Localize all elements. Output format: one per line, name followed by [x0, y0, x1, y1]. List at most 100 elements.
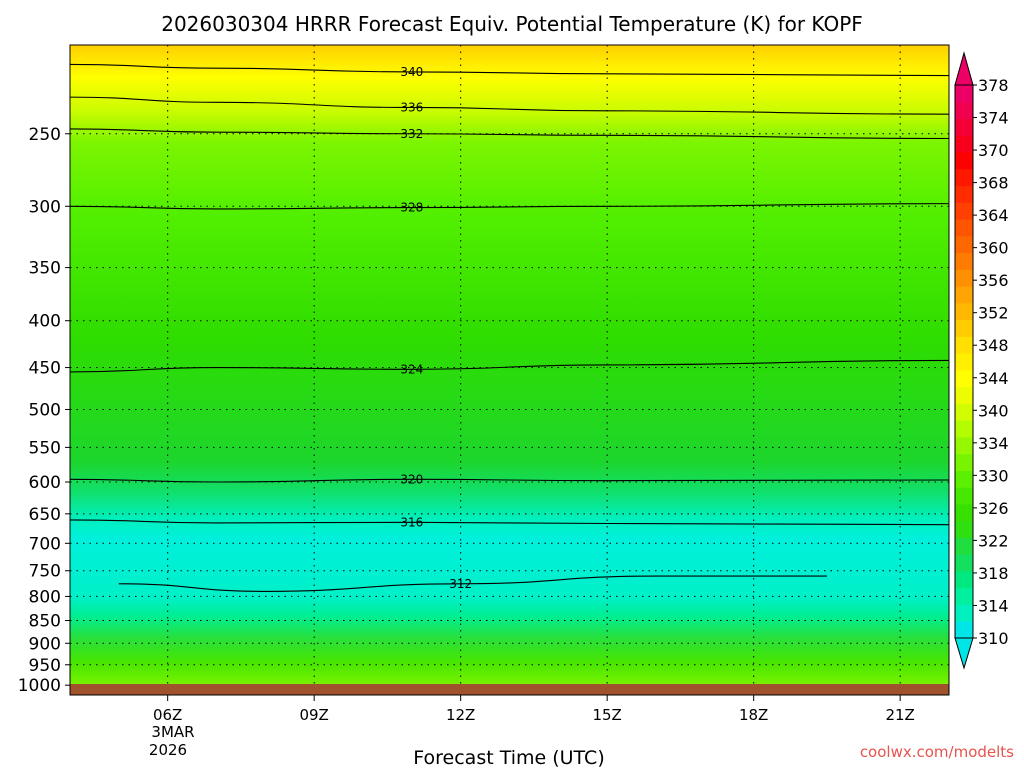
colorbar-swatch	[955, 135, 973, 153]
contour-label: 336	[400, 100, 423, 114]
y-tick-label: 600	[29, 473, 61, 493]
colorbar-swatch	[955, 353, 973, 371]
contour-line-316	[70, 519, 949, 526]
surface-ground	[70, 684, 949, 695]
contour-line-332	[70, 128, 949, 140]
contour-line-340	[70, 63, 949, 77]
colorbar-label: 314	[978, 596, 1009, 615]
colorbar-label: 374	[978, 109, 1009, 128]
colorbar-swatch	[955, 85, 973, 103]
grid-lines	[70, 45, 949, 695]
colorbar-label: 348	[978, 336, 1009, 355]
y-tick-label: 550	[29, 438, 61, 458]
chart-title: 2026030304 HRRR Forecast Equiv. Potentia…	[161, 12, 863, 36]
colorbar-swatch	[955, 436, 973, 455]
plot-frame	[69, 44, 950, 696]
colorbar-swatch	[955, 503, 973, 522]
contour-label: 332	[400, 127, 423, 141]
colorbar-max-arrow	[954, 51, 974, 86]
colorbar-label: 364	[978, 206, 1009, 225]
colorbar-swatch	[955, 336, 973, 354]
contour-line-328	[70, 203, 949, 210]
contour-labels: 340 336 332 328 324 320 316 312	[400, 65, 472, 591]
x-tick-label: 06Z	[153, 706, 182, 724]
x-axis-title: Forecast Time (UTC)	[413, 747, 604, 768]
contour-lines	[70, 63, 949, 592]
colorbar-swatch	[955, 403, 973, 421]
colorbar-label: 378	[978, 76, 1009, 95]
contour-label: 312	[449, 577, 472, 591]
y-axis: 2503003504004505005506006507007508008509…	[18, 125, 70, 696]
contour-label: 316	[400, 515, 423, 529]
colorbar-swatch	[955, 604, 973, 622]
y-tick-label: 500	[29, 400, 61, 420]
contour-label: 320	[400, 472, 423, 486]
date-label-day: 3MAR	[151, 723, 194, 741]
x-axis: 06Z 09Z 12Z 15Z 18Z 21Z	[153, 695, 915, 724]
colorbar-swatch	[955, 185, 973, 203]
x-tick-label: 09Z	[299, 706, 328, 724]
colorbar-swatch	[955, 269, 973, 287]
colorbar-swatch	[955, 235, 973, 254]
colorbar-swatch	[955, 168, 973, 187]
plot-area	[70, 45, 949, 695]
colorbar-swatch	[955, 386, 973, 404]
colorbar-swatch	[955, 319, 973, 337]
colorbar-swatch	[955, 369, 973, 388]
contour-line-312	[118, 575, 827, 592]
colorbar-swatch	[955, 286, 973, 304]
y-tick-label: 650	[29, 505, 61, 525]
contour-line-336	[70, 96, 949, 115]
y-tick-label: 1000	[18, 676, 61, 696]
y-tick-label: 400	[29, 312, 61, 332]
colorbar-swatch	[955, 302, 973, 321]
colorbar-frame	[954, 84, 974, 639]
colorbar-swatch	[955, 621, 973, 639]
y-tick-label: 800	[29, 587, 61, 607]
colorbar: 310 314 318 322 326 330 334 340 344 348 352 356 360 3…	[954, 51, 1009, 670]
contour-label: 328	[400, 201, 423, 215]
colorbar-label: 356	[978, 271, 1009, 290]
colorbar-swatch	[955, 420, 973, 438]
y-tick-label: 850	[29, 612, 61, 632]
contour-line-324	[70, 359, 949, 373]
y-tick-label: 750	[29, 562, 61, 582]
contour-line-320	[70, 478, 949, 483]
colorbar-swatch	[955, 252, 973, 270]
colorbar-swatch	[955, 570, 973, 589]
y-tick-label: 450	[29, 359, 61, 379]
colorbar-label: 310	[978, 629, 1009, 648]
y-tick-label: 900	[29, 634, 61, 654]
colorbar-swatch	[955, 118, 973, 136]
y-tick-label: 950	[29, 656, 61, 676]
field-fill	[70, 45, 949, 695]
y-tick-label: 250	[29, 125, 61, 145]
colorbar-label: 334	[978, 434, 1009, 453]
colorbar-swatch	[955, 487, 973, 505]
colorbar-label: 360	[978, 239, 1009, 258]
colorbar-label: 340	[978, 401, 1009, 420]
colorbar-swatch	[955, 537, 973, 555]
date-label-year: 2026	[149, 741, 187, 759]
colorbar-label: 322	[978, 531, 1009, 550]
x-tick-label: 15Z	[592, 706, 621, 724]
colorbar-label: 368	[978, 174, 1009, 193]
colorbar-swatch	[955, 219, 973, 237]
colorbar-swatch	[955, 587, 973, 605]
colorbar-swatch	[955, 202, 973, 220]
y-tick-label: 700	[29, 534, 61, 554]
colorbar-swatch	[955, 470, 973, 488]
colorbar-swatch	[955, 520, 973, 538]
colorbar-label: 370	[978, 141, 1009, 160]
contour-label: 340	[400, 65, 423, 79]
contour-label: 324	[400, 362, 423, 376]
colorbar-label: 352	[978, 304, 1009, 323]
colorbar-label: 344	[978, 369, 1009, 388]
colorbar-swatch	[955, 101, 973, 120]
colorbar-label: 318	[978, 564, 1009, 583]
y-tick-label: 350	[29, 259, 61, 279]
x-tick-label: 18Z	[739, 706, 768, 724]
colorbar-label: 326	[978, 499, 1009, 518]
watermark: coolwx.com/modelts	[860, 743, 1014, 761]
colorbar-swatch	[955, 453, 973, 471]
